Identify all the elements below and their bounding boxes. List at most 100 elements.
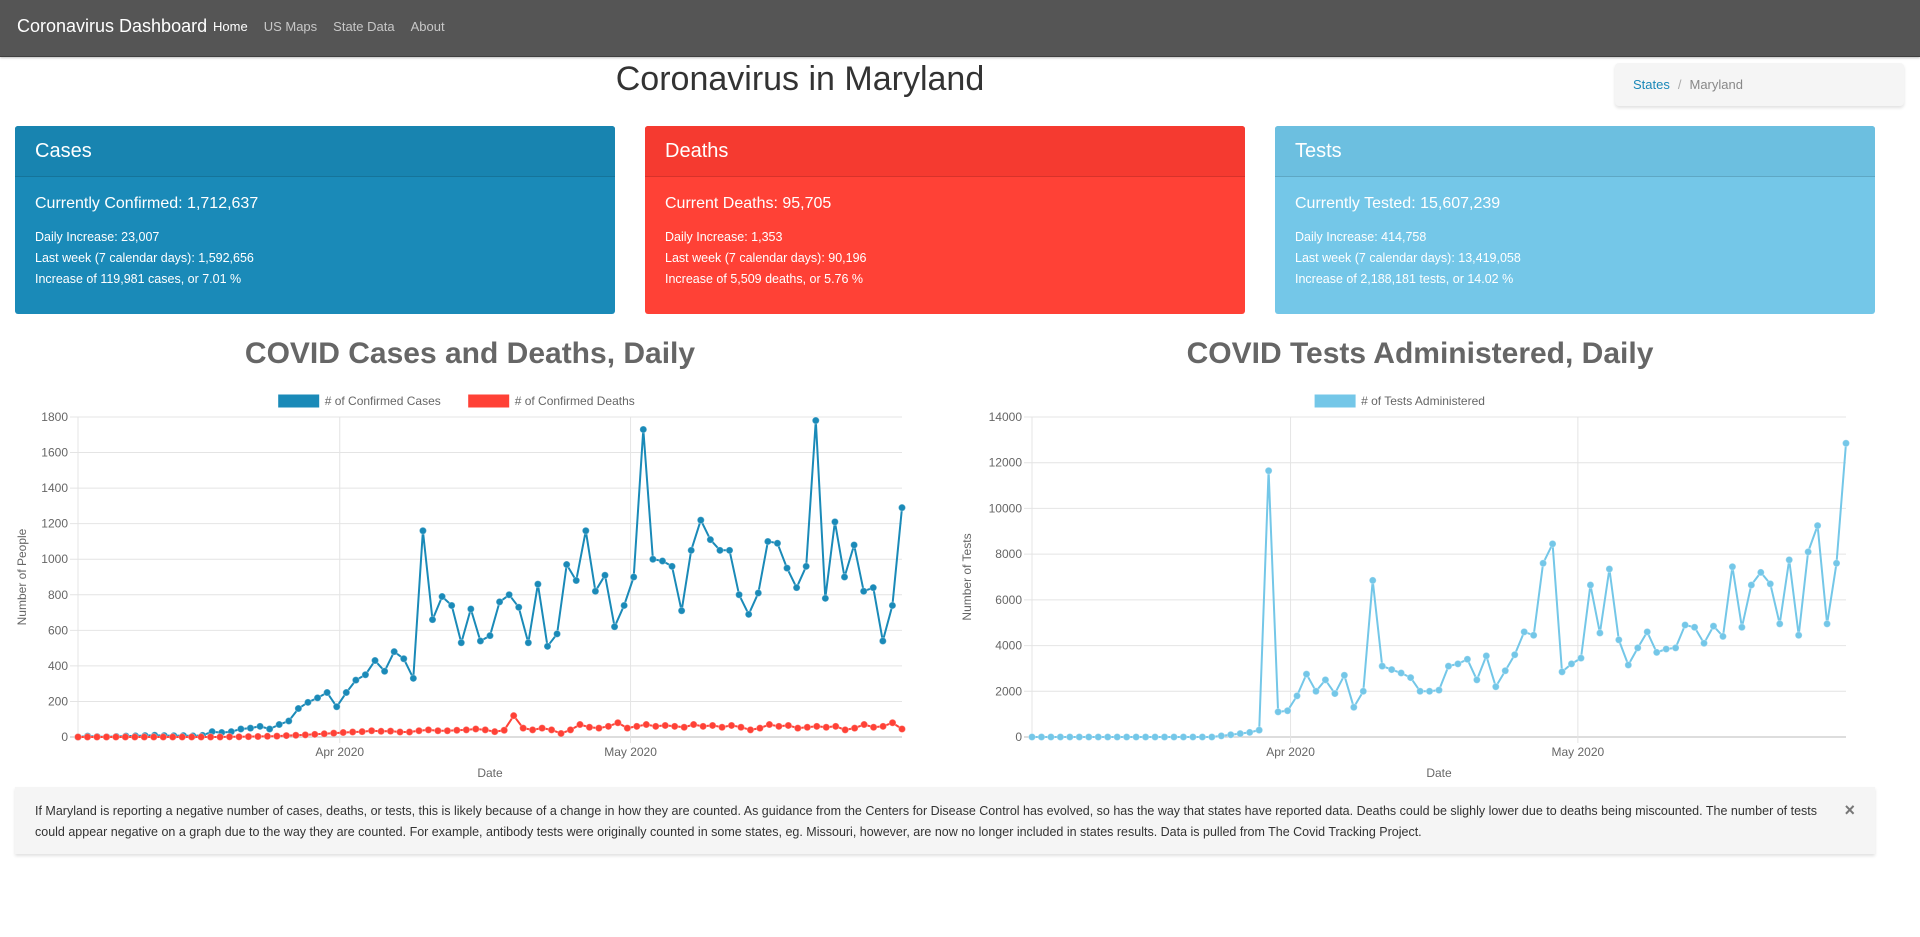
data-point	[1709, 622, 1718, 631]
data-point	[282, 731, 291, 740]
data-point	[736, 723, 745, 732]
data-point	[1207, 733, 1216, 741]
data-point	[763, 537, 772, 546]
data-point	[1548, 539, 1557, 548]
data-point	[755, 724, 764, 733]
data-point	[898, 503, 906, 512]
data-point	[1633, 643, 1642, 652]
data-point	[438, 592, 447, 601]
data-point	[447, 601, 456, 610]
tests-week: Last week (7 calendar days): 13,419,058	[1295, 251, 1521, 265]
cases-panel: Cases Currently Confirmed: 1,712,637 Dai…	[15, 126, 615, 314]
data-point	[371, 656, 380, 665]
data-point	[1113, 733, 1122, 741]
nav-about[interactable]: About	[410, 19, 445, 34]
data-point	[342, 688, 351, 697]
data-point	[409, 674, 418, 683]
data-point	[1624, 661, 1633, 669]
deaths-panel: Deaths Current Deaths: 95,705 Daily Incr…	[645, 126, 1245, 314]
data-point	[898, 725, 906, 733]
data-point	[708, 721, 717, 730]
data-point	[1264, 466, 1273, 475]
data-point	[1406, 673, 1415, 682]
data-point	[1472, 675, 1481, 684]
breadcrumb-states-link[interactable]: States	[1633, 77, 1670, 92]
data-point	[1652, 648, 1661, 657]
data-point	[1482, 651, 1491, 660]
data-point	[1274, 707, 1283, 716]
data-point	[367, 726, 376, 735]
close-icon[interactable]: ×	[1844, 800, 1855, 820]
data-point	[1435, 686, 1443, 695]
data-point	[405, 728, 414, 737]
data-point	[1605, 565, 1614, 573]
data-point	[1397, 669, 1406, 677]
data-point	[1529, 631, 1538, 640]
data-point	[1453, 659, 1462, 668]
y-tick-label: 8000	[995, 547, 1022, 561]
data-point	[1444, 662, 1453, 671]
info-alert: If Maryland is reporting a negative numb…	[15, 787, 1875, 854]
nav-home[interactable]: Home	[213, 19, 248, 34]
data-point	[500, 726, 509, 735]
data-point	[658, 557, 667, 565]
data-point	[1718, 632, 1727, 641]
deaths-week: Last week (7 calendar days): 90,196	[665, 251, 867, 265]
data-point	[102, 733, 111, 741]
data-point	[509, 711, 518, 720]
data-point	[1188, 733, 1197, 741]
data-point	[1794, 631, 1803, 640]
data-point	[140, 733, 149, 741]
x-tick-label: Apr 2020	[1266, 745, 1315, 759]
data-point	[1614, 635, 1623, 644]
data-point	[428, 615, 437, 624]
deaths-daily: Daily Increase: 1,353	[665, 230, 783, 244]
data-point	[1065, 733, 1074, 741]
data-point	[1359, 687, 1368, 696]
data-point	[613, 718, 622, 727]
nav-us-maps[interactable]: US Maps	[263, 19, 318, 34]
data-point	[687, 546, 696, 555]
cases-week: Last week (7 calendar days): 1,592,656	[35, 251, 254, 265]
data-point	[841, 725, 850, 734]
data-point	[1141, 733, 1150, 741]
data-point	[528, 725, 537, 734]
data-point	[1823, 619, 1832, 628]
data-point	[792, 583, 801, 592]
data-point	[486, 631, 494, 640]
data-point	[1700, 639, 1709, 648]
data-point	[418, 526, 427, 535]
data-point	[301, 730, 310, 739]
nav-state-data[interactable]: State Data	[333, 19, 395, 34]
data-point	[860, 720, 869, 729]
data-point	[1463, 655, 1472, 664]
data-point	[1832, 559, 1841, 568]
data-point	[783, 564, 792, 573]
data-point	[774, 722, 783, 731]
data-point	[803, 723, 812, 732]
x-tick-label: May 2020	[604, 745, 657, 759]
deaths-headline: Current Deaths: 95,705	[665, 195, 832, 212]
data-point	[1122, 733, 1131, 741]
data-point	[149, 733, 158, 741]
data-point	[793, 724, 802, 733]
y-tick-label: 10000	[989, 501, 1023, 515]
data-point	[495, 597, 504, 606]
data-point	[566, 725, 575, 734]
data-point	[1283, 706, 1292, 715]
data-point	[284, 717, 293, 725]
data-point	[869, 723, 878, 732]
data-point	[668, 562, 677, 571]
data-point	[562, 560, 571, 569]
legend-swatch	[1314, 394, 1356, 408]
data-point	[629, 573, 638, 581]
cases-change: Increase of 119,981 cases, or 7.01 %	[35, 272, 242, 286]
data-point	[329, 729, 338, 738]
data-point	[553, 629, 562, 638]
data-point	[178, 733, 187, 741]
legend-swatch	[278, 394, 320, 408]
data-point	[639, 425, 648, 434]
data-point	[1368, 576, 1377, 585]
data-point	[452, 726, 461, 735]
brand-link[interactable]: Coronavirus Dashboard	[17, 16, 208, 36]
